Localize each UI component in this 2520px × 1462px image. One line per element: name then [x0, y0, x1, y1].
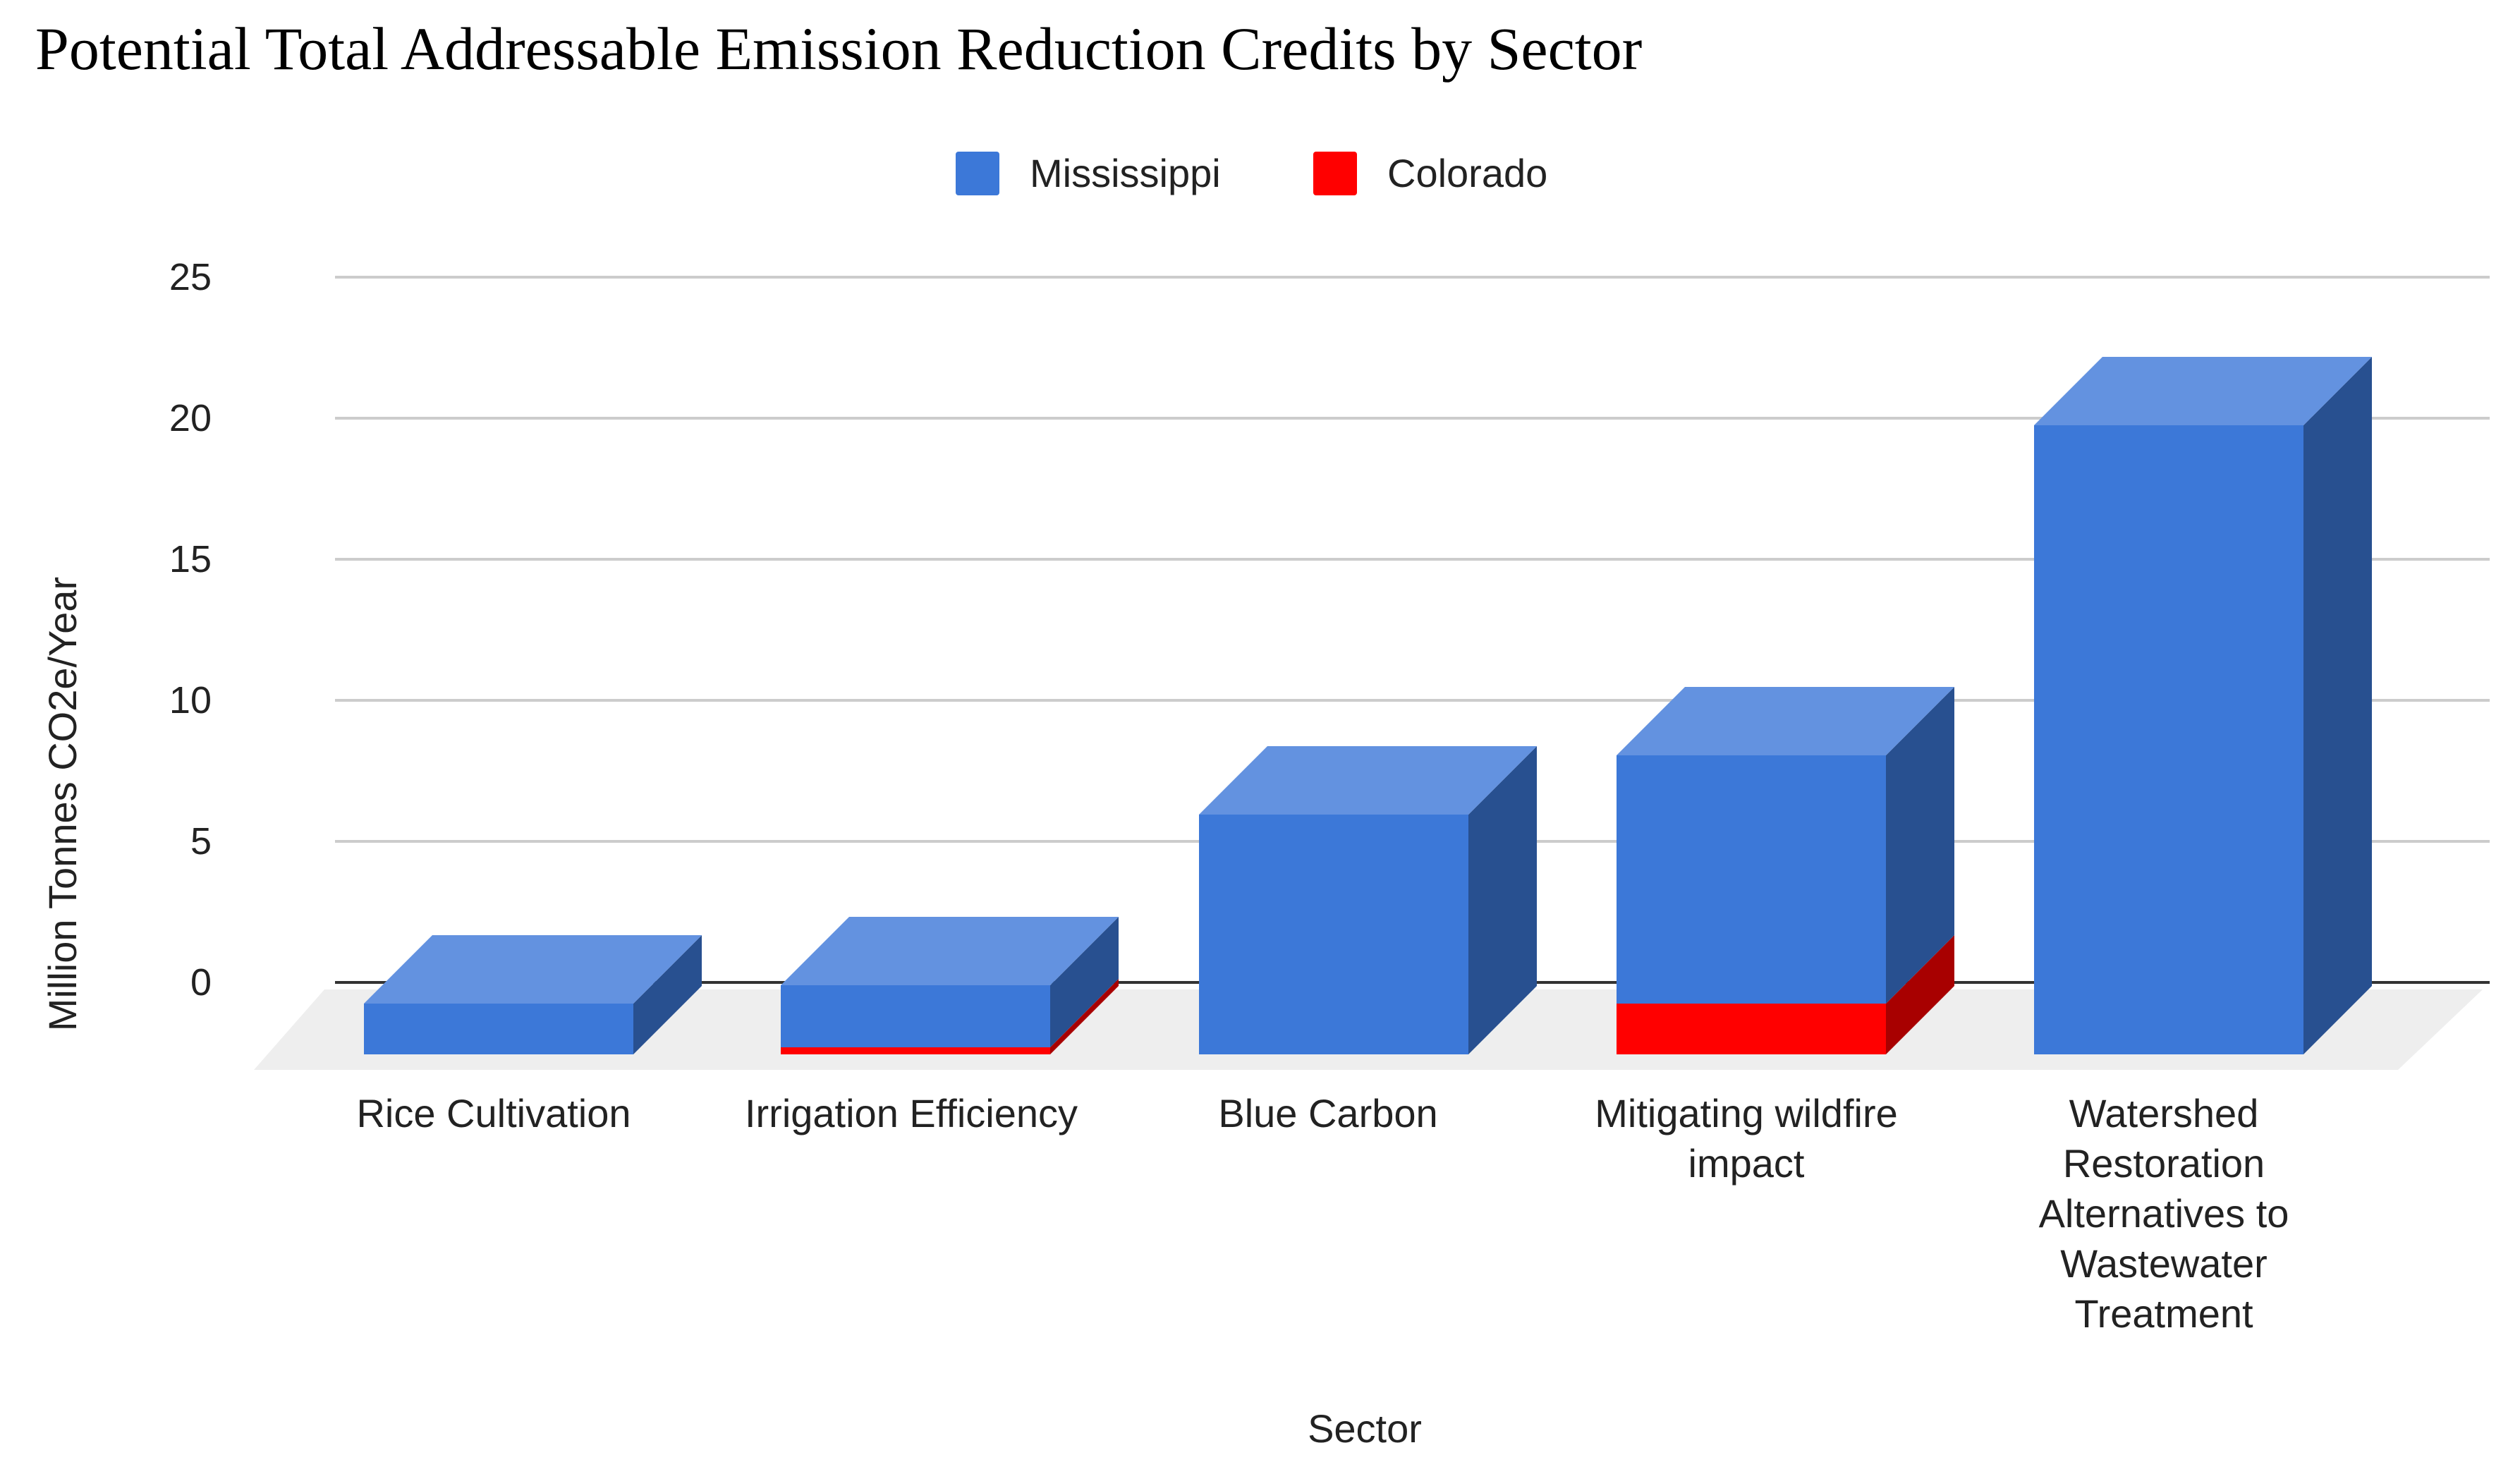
bar-front	[2034, 425, 2303, 1054]
legend: Mississippi Colorado	[956, 151, 1547, 195]
x-tick-label-line: Watershed	[2069, 1091, 2259, 1135]
x-tick-label-line: Restoration	[2063, 1141, 2265, 1186]
x-tick-label: Mitigating wildfire impact	[1595, 1091, 1898, 1186]
x-tick-label-line: Blue Carbon	[1218, 1091, 1437, 1135]
bar-front	[781, 985, 1050, 1047]
bar-top	[781, 917, 1119, 985]
y-tick-label: 5	[190, 820, 212, 863]
bar-top	[1199, 746, 1537, 815]
legend-swatch	[1313, 152, 1357, 195]
bar-side	[2303, 357, 2372, 1054]
bar-front	[1199, 815, 1468, 1054]
x-tick-label-line: Wastewater	[2060, 1241, 2268, 1286]
x-tick-label: Blue Carbon	[1218, 1091, 1437, 1135]
x-tick-label-line: Alternatives to	[2039, 1191, 2289, 1236]
y-tick-label: 0	[190, 961, 212, 1004]
y-axis-title: Million Tonnes CO2e/Year	[40, 577, 85, 1031]
x-tick-label: Rice Cultivation	[356, 1091, 631, 1135]
x-tick-label-line: Treatment	[2074, 1291, 2253, 1336]
chart-title: Potential Total Addressable Emission Red…	[35, 15, 1642, 83]
x-tick-label-line: impact	[1688, 1141, 1805, 1186]
x-tick-label-line: Rice Cultivation	[356, 1091, 631, 1135]
legend-label: Mississippi	[1030, 151, 1221, 195]
bar-side	[1886, 687, 1954, 1004]
bar-side	[633, 935, 702, 1054]
bar-side	[1886, 935, 1954, 1054]
x-tick-label: Irrigation Efficiency	[745, 1091, 1078, 1135]
bar-side	[1468, 746, 1537, 1054]
x-tick-label-line: Irrigation Efficiency	[745, 1091, 1078, 1135]
bar-front	[781, 1047, 1050, 1054]
y-tick-label: 20	[169, 397, 212, 439]
x-tick-label: Watershed Restoration Alternatives to Waste…	[2039, 1091, 2289, 1336]
x-axis-title: Sector	[1308, 1406, 1422, 1451]
y-tick-label: 25	[169, 256, 212, 298]
bar-top	[2034, 357, 2372, 425]
bar-front	[1617, 1004, 1886, 1054]
legend-label: Colorado	[1387, 151, 1547, 195]
bar-front	[364, 1004, 633, 1054]
bar-front	[1617, 755, 1886, 1004]
bar-side	[1050, 979, 1119, 1054]
bar-top	[364, 935, 702, 1004]
bar-top	[1617, 687, 1954, 755]
y-tick-label: 15	[169, 538, 212, 580]
x-tick-label-line: Mitigating wildfire	[1595, 1091, 1898, 1135]
bar-side	[1050, 917, 1119, 1047]
y-tick-labels: 0 5 10 15 20 25	[169, 256, 212, 1004]
bars	[364, 357, 2372, 1054]
y-tick-label: 10	[169, 679, 212, 721]
category-labels: Rice Cultivation Irrigation Efficiency Blu…	[356, 1091, 2289, 1336]
legend-swatch	[956, 152, 999, 195]
